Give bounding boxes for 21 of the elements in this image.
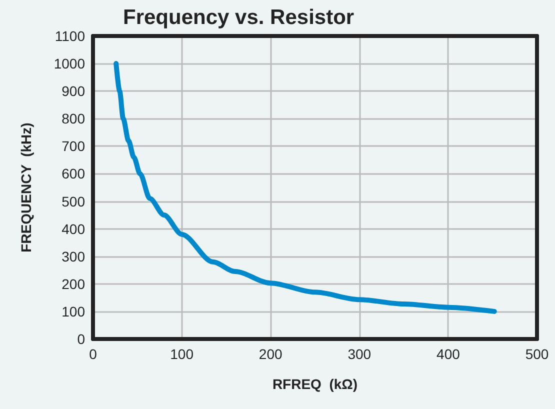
x-tick-label: 400 (436, 346, 460, 362)
y-tick-label: 600 (62, 166, 86, 182)
x-tick-label: 200 (258, 346, 282, 362)
y-tick-label: 800 (62, 110, 86, 127)
x-tick-label: 100 (170, 346, 194, 362)
x-tick-label: 300 (348, 346, 372, 362)
x-axis-title: RFREQ (kΩ) (272, 376, 358, 392)
y-tick-label: 1000 (54, 56, 86, 72)
y-tick-label: 400 (62, 220, 86, 237)
y-axis-title: FREQUENCY (kHz) (18, 122, 34, 252)
x-tick-label: 500 (525, 346, 549, 362)
y-tick-label: 100 (62, 303, 86, 320)
y-tick-label: 200 (62, 276, 86, 292)
x-tick-label: 0 (89, 346, 98, 362)
y-tick-label: 500 (62, 193, 86, 210)
y-tick-label: 700 (62, 138, 86, 154)
y-tick-label: 300 (62, 248, 86, 264)
y-tick-label: 1100 (54, 28, 86, 44)
chart-title: Frequency vs. Resistor (123, 6, 354, 29)
y-tick-label: 900 (62, 83, 86, 100)
y-tick-label: 0 (77, 331, 86, 347)
